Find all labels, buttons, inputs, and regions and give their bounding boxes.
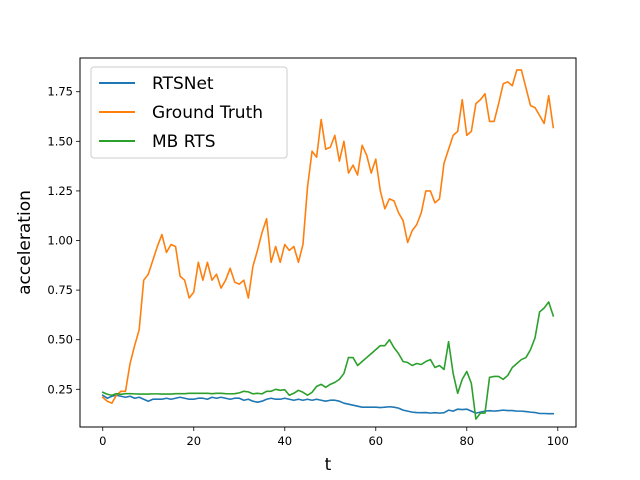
series-line-rtsnet <box>101 394 555 415</box>
x-axis-label: t <box>325 455 332 475</box>
y-tick-label: 0.75 <box>47 283 73 297</box>
x-tick-label: 80 <box>459 434 474 448</box>
x-axis: 0 20 40 60 80 100 <box>99 427 569 448</box>
legend-label: RTSNet <box>152 74 214 94</box>
y-tick-label: 0.50 <box>47 333 73 347</box>
y-axis: 0.25 0.50 0.75 1.00 1.25 1.50 1.75 <box>47 85 80 396</box>
y-tick-label: 1.25 <box>47 184 73 198</box>
x-tick-label: 0 <box>99 434 106 448</box>
x-tick-label: 60 <box>368 434 383 448</box>
y-axis-label: acceleration <box>15 190 35 295</box>
legend-box <box>90 66 288 159</box>
y-tick-label: 0.25 <box>47 382 73 396</box>
legend-label: Ground Truth <box>152 103 263 123</box>
plot-frame <box>79 57 577 428</box>
y-tick-label: 1.75 <box>47 85 73 99</box>
x-tick-label: 40 <box>277 434 292 448</box>
x-tick-label: 100 <box>547 434 569 448</box>
legend: RTSNet Ground Truth MB RTS <box>90 66 288 159</box>
plot-lines <box>101 69 555 420</box>
y-tick-label: 1.50 <box>47 134 73 148</box>
series-line-mb-rts <box>101 301 555 420</box>
y-tick-label: 1.00 <box>47 234 73 248</box>
series-line-ground-truth <box>101 69 555 404</box>
x-tick-label: 20 <box>186 434 201 448</box>
legend-label: MB RTS <box>152 132 215 152</box>
